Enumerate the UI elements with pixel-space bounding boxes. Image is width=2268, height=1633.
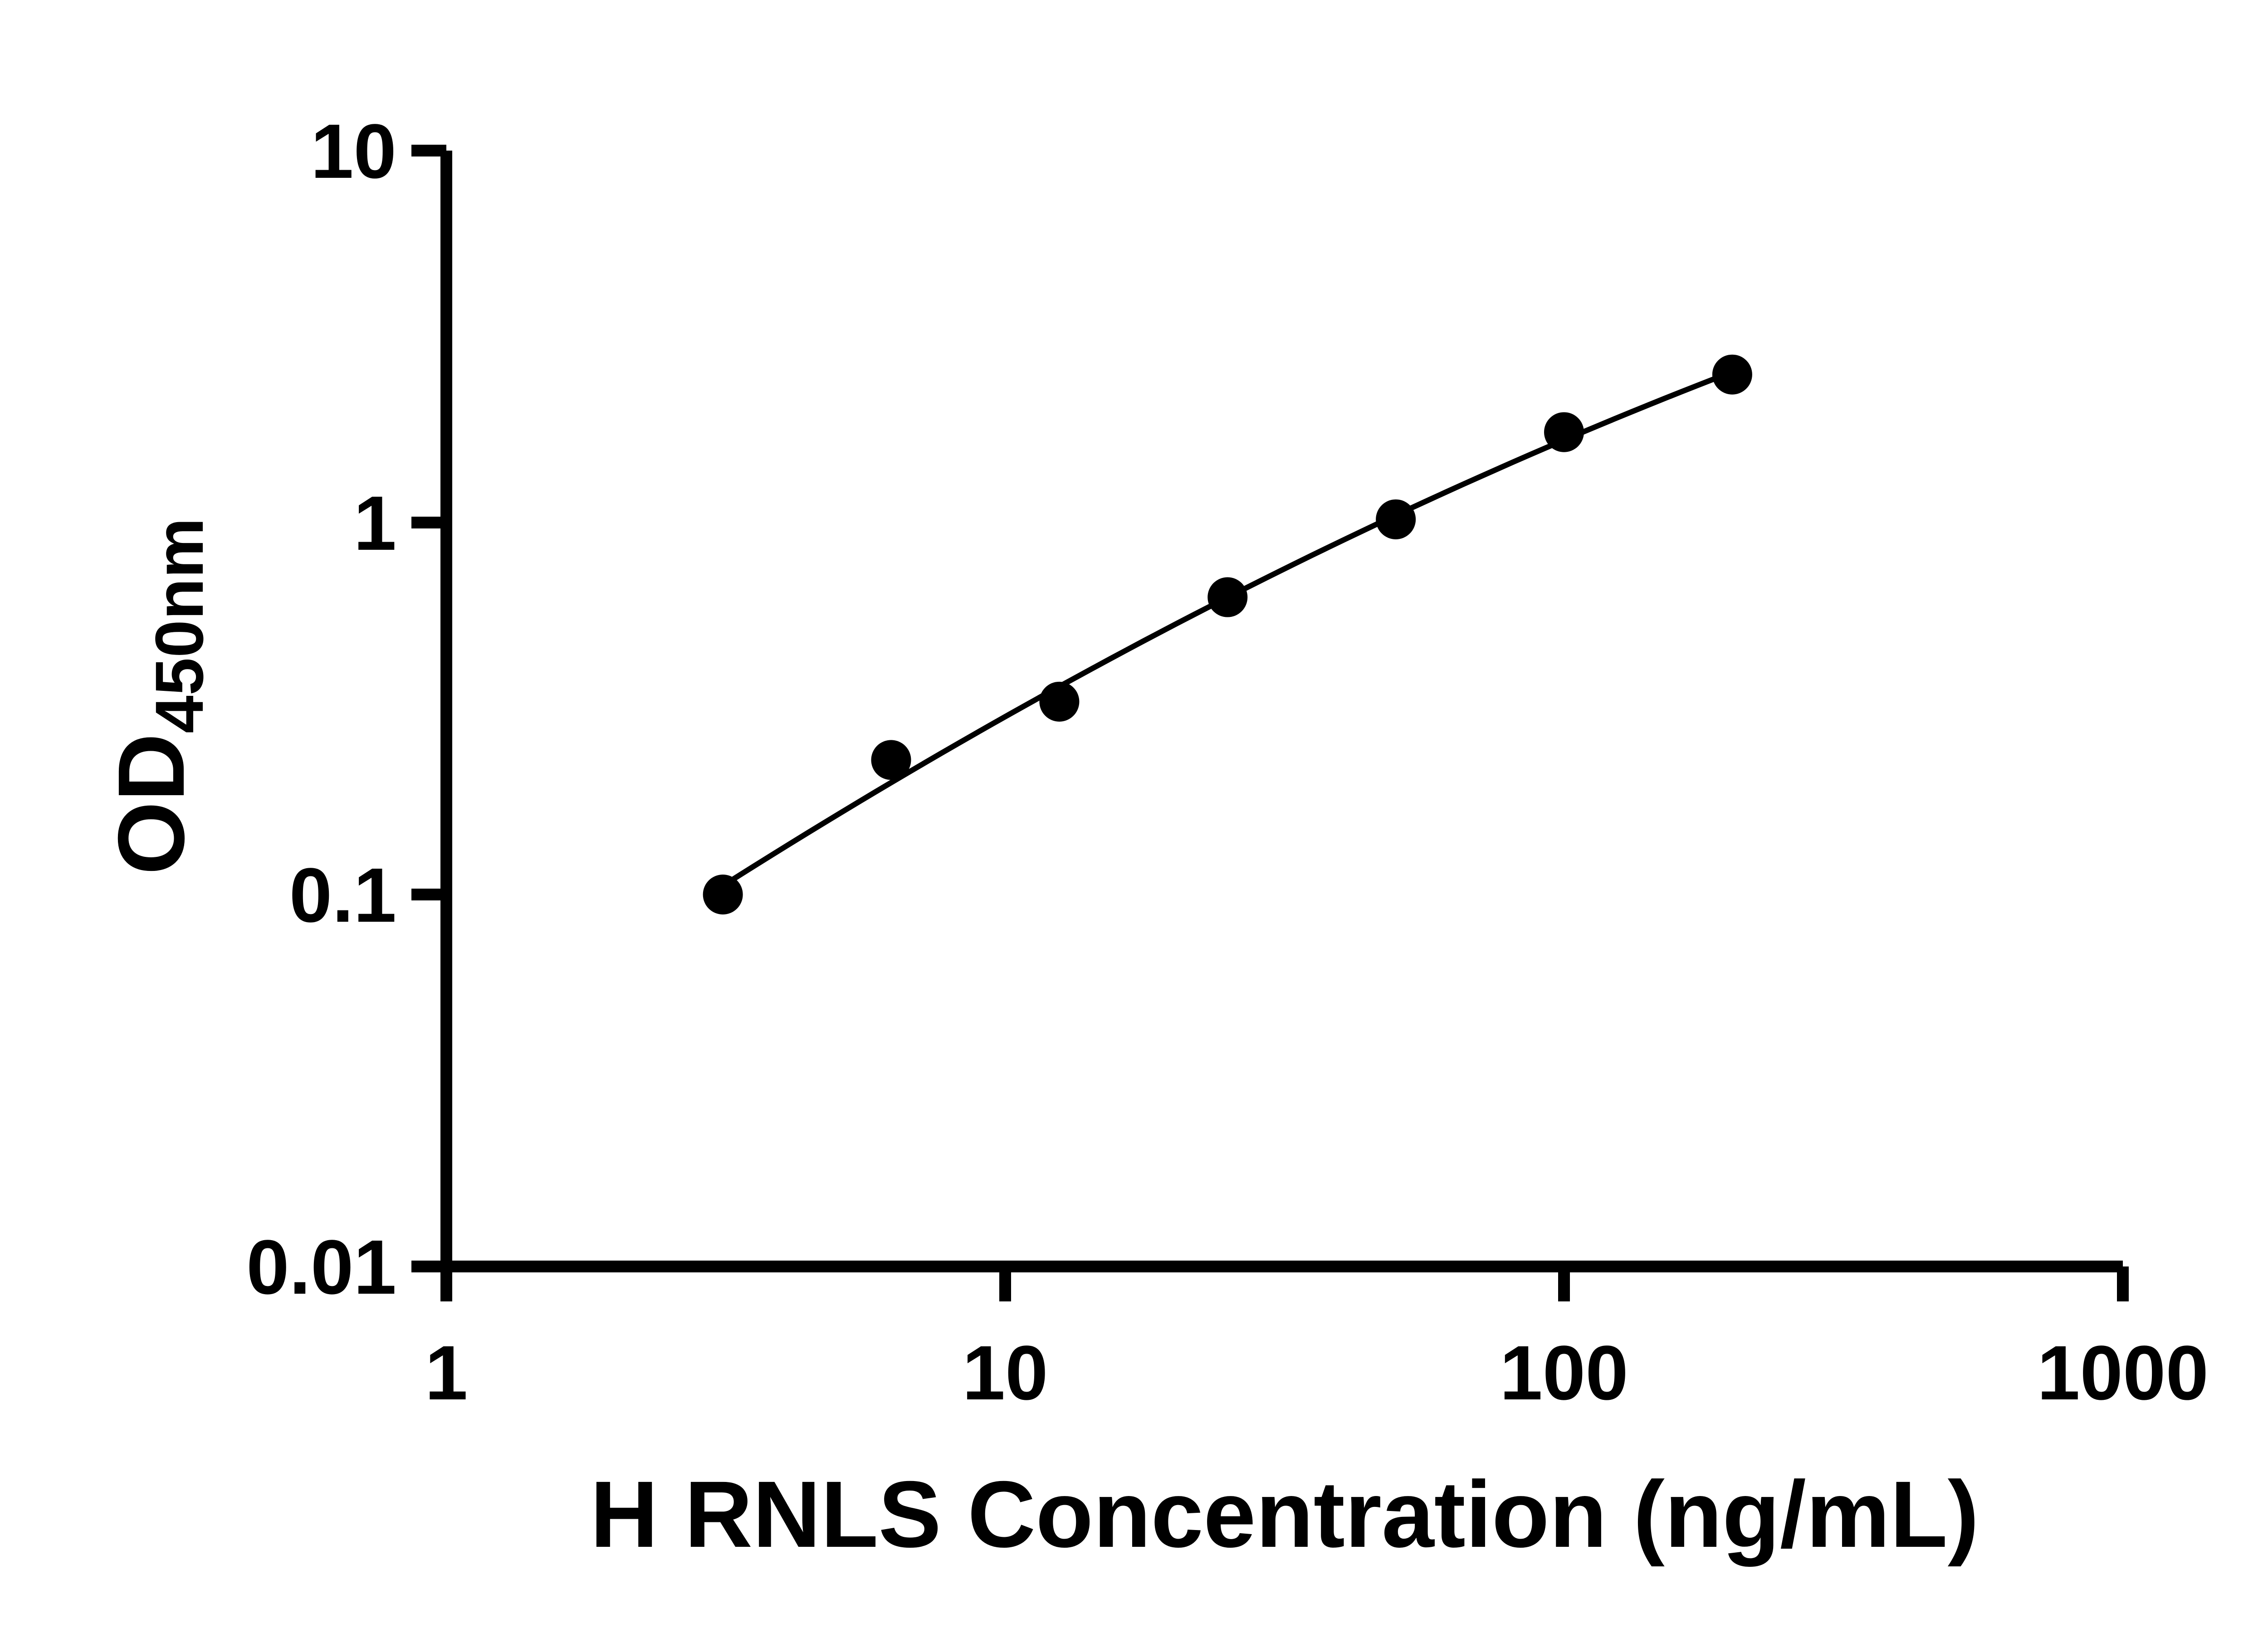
x-axis-tick-label: 1000 <box>2037 1330 2209 1416</box>
y-axis-tick-label: 1 <box>353 480 396 567</box>
data-point <box>871 740 911 780</box>
y-axis-tick-label: 10 <box>311 108 396 195</box>
y-axis-title-subscript: 450nm <box>141 518 217 733</box>
data-point <box>703 875 743 914</box>
data-point <box>1544 412 1584 452</box>
y-axis-tick-label: 0.1 <box>289 852 396 939</box>
y-axis-title: OD450nm <box>99 518 217 875</box>
y-axis-tick-label: 0.01 <box>246 1224 396 1310</box>
x-axis-tick-label: 1 <box>425 1330 468 1416</box>
data-point <box>1712 354 1752 395</box>
x-axis-tick-label: 10 <box>962 1330 1048 1416</box>
data-point <box>1039 681 1080 722</box>
x-axis-tick-label: 100 <box>1500 1330 1628 1416</box>
y-axis-title-main: OD <box>99 733 204 875</box>
axis-frame <box>440 151 2123 1272</box>
data-point <box>1376 499 1416 539</box>
data-point <box>1207 577 1248 617</box>
x-axis-title: H RNLS Concentration (ng/mL) <box>590 1462 1979 1567</box>
fit-curve <box>721 369 1734 888</box>
